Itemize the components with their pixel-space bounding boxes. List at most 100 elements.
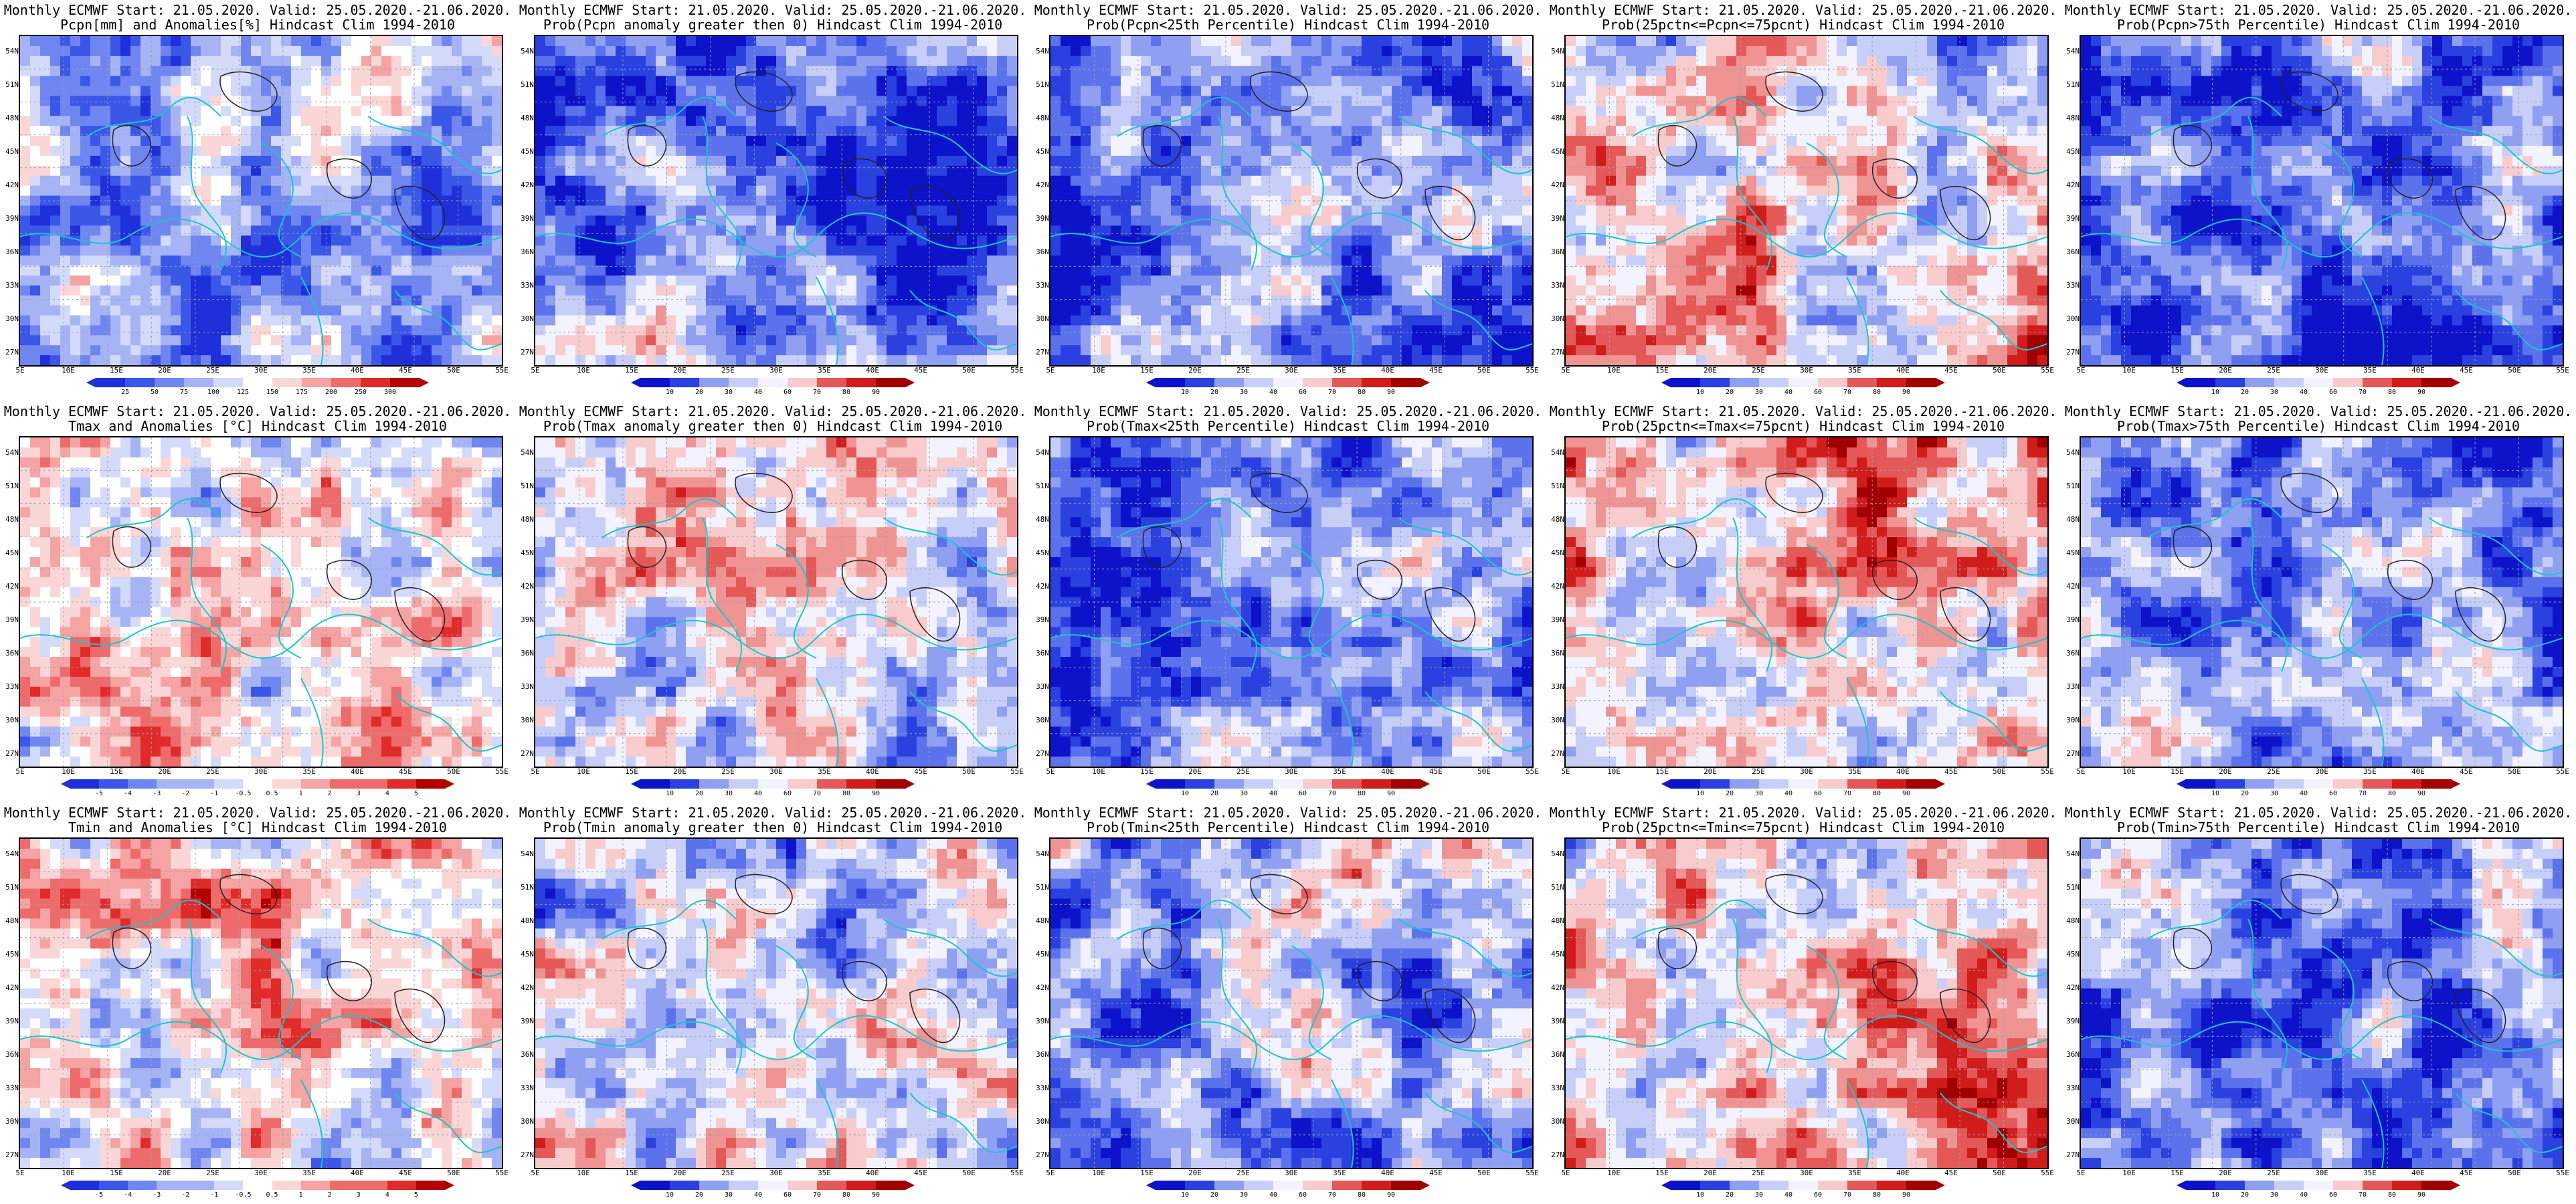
field-cell <box>422 315 432 326</box>
field-cell <box>1512 275 1523 286</box>
field-cell <box>1412 56 1422 67</box>
field-cell <box>381 185 392 197</box>
field-cell <box>151 96 161 106</box>
field-cell <box>535 335 546 346</box>
field-cell <box>1331 345 1342 356</box>
field-cell <box>1131 175 1141 187</box>
field-cell <box>796 345 807 356</box>
field-cell <box>606 106 616 116</box>
field-cell <box>1462 215 1473 226</box>
latitude-label: 51N <box>517 80 534 89</box>
field-cell <box>1050 146 1061 157</box>
field-cell <box>907 165 917 177</box>
field-cell <box>1141 256 1152 266</box>
field-cell <box>181 215 191 226</box>
field-cell <box>646 185 656 197</box>
field-cell <box>422 56 432 67</box>
field-cell <box>341 96 352 106</box>
field-cell <box>1261 86 1272 97</box>
field-cell <box>1201 265 1212 276</box>
field-cell <box>80 205 91 216</box>
field-cell <box>1261 335 1272 346</box>
field-cell <box>351 235 362 246</box>
colorbar <box>86 378 429 387</box>
field-cell <box>381 245 392 256</box>
latitude-label: 30N <box>1 314 19 323</box>
field-cell <box>1352 165 1362 177</box>
field-cell <box>1522 305 1532 316</box>
field-cell <box>967 76 978 87</box>
field-cell <box>616 285 626 296</box>
field-cell <box>1071 245 1081 256</box>
field-cell <box>1522 136 1532 146</box>
field-cell <box>977 256 988 266</box>
field-cell <box>1131 275 1141 286</box>
field-cell <box>746 285 757 296</box>
field-cell <box>1402 265 1412 276</box>
field-cell <box>545 36 556 47</box>
field-cell <box>1372 355 1382 365</box>
field-cell <box>1522 56 1532 67</box>
field-cell <box>1091 66 1101 77</box>
field-cell <box>151 285 161 296</box>
field-cell <box>1482 45 1493 57</box>
field-cell <box>575 215 586 226</box>
field-cell <box>1181 106 1192 116</box>
field-cell <box>1211 175 1222 187</box>
field-cell <box>776 195 787 207</box>
field-cell <box>30 136 41 146</box>
field-cell <box>856 96 867 106</box>
field-cell <box>565 96 576 106</box>
field-cell <box>1492 36 1503 47</box>
field-cell <box>90 325 101 336</box>
colorbar-segment <box>699 378 729 387</box>
field-cell <box>866 265 877 276</box>
field-cell <box>947 155 957 167</box>
field-cell <box>686 175 697 187</box>
field-cell <box>1061 245 1071 256</box>
colorbar-segment <box>272 378 302 387</box>
field-cell <box>1281 155 1292 167</box>
field-cell <box>1492 315 1503 326</box>
field-cell <box>40 76 51 87</box>
field-cell <box>636 106 646 116</box>
field-cell <box>947 126 957 136</box>
field-cell <box>887 146 897 157</box>
field-cell <box>736 146 747 157</box>
field-cell <box>786 45 797 57</box>
field-cell <box>1121 185 1131 197</box>
field-cell <box>151 225 161 236</box>
field-cell <box>706 45 717 57</box>
field-cell <box>281 195 292 207</box>
field-cell <box>1091 355 1101 365</box>
field-cell <box>565 355 576 365</box>
field-cell <box>432 66 442 77</box>
field-cell <box>1362 345 1372 356</box>
field-cell <box>1492 106 1503 116</box>
field-cell <box>716 245 727 256</box>
field-cell <box>271 335 282 346</box>
field-cell <box>271 146 282 157</box>
field-cell <box>462 155 472 167</box>
terrain-contour <box>1424 186 1476 241</box>
field-cell <box>1161 66 1172 77</box>
field-cell <box>231 76 242 87</box>
field-cell <box>846 235 857 246</box>
field-cell <box>1241 185 1252 197</box>
field-cell <box>726 315 737 326</box>
field-cell <box>1502 256 1513 266</box>
field-cell <box>836 235 847 246</box>
field-cell <box>1191 205 1202 216</box>
field-cell <box>776 325 787 336</box>
field-cell <box>261 245 272 256</box>
field-cell <box>897 205 907 216</box>
field-cell <box>130 335 141 346</box>
field-cell <box>1452 325 1463 336</box>
field-cell <box>1502 265 1513 276</box>
field-cell <box>947 335 957 346</box>
field-cell <box>181 86 191 97</box>
field-cell <box>676 315 686 326</box>
field-cell <box>1291 275 1302 286</box>
field-cell <box>1091 256 1101 266</box>
field-cell <box>1081 256 1091 266</box>
